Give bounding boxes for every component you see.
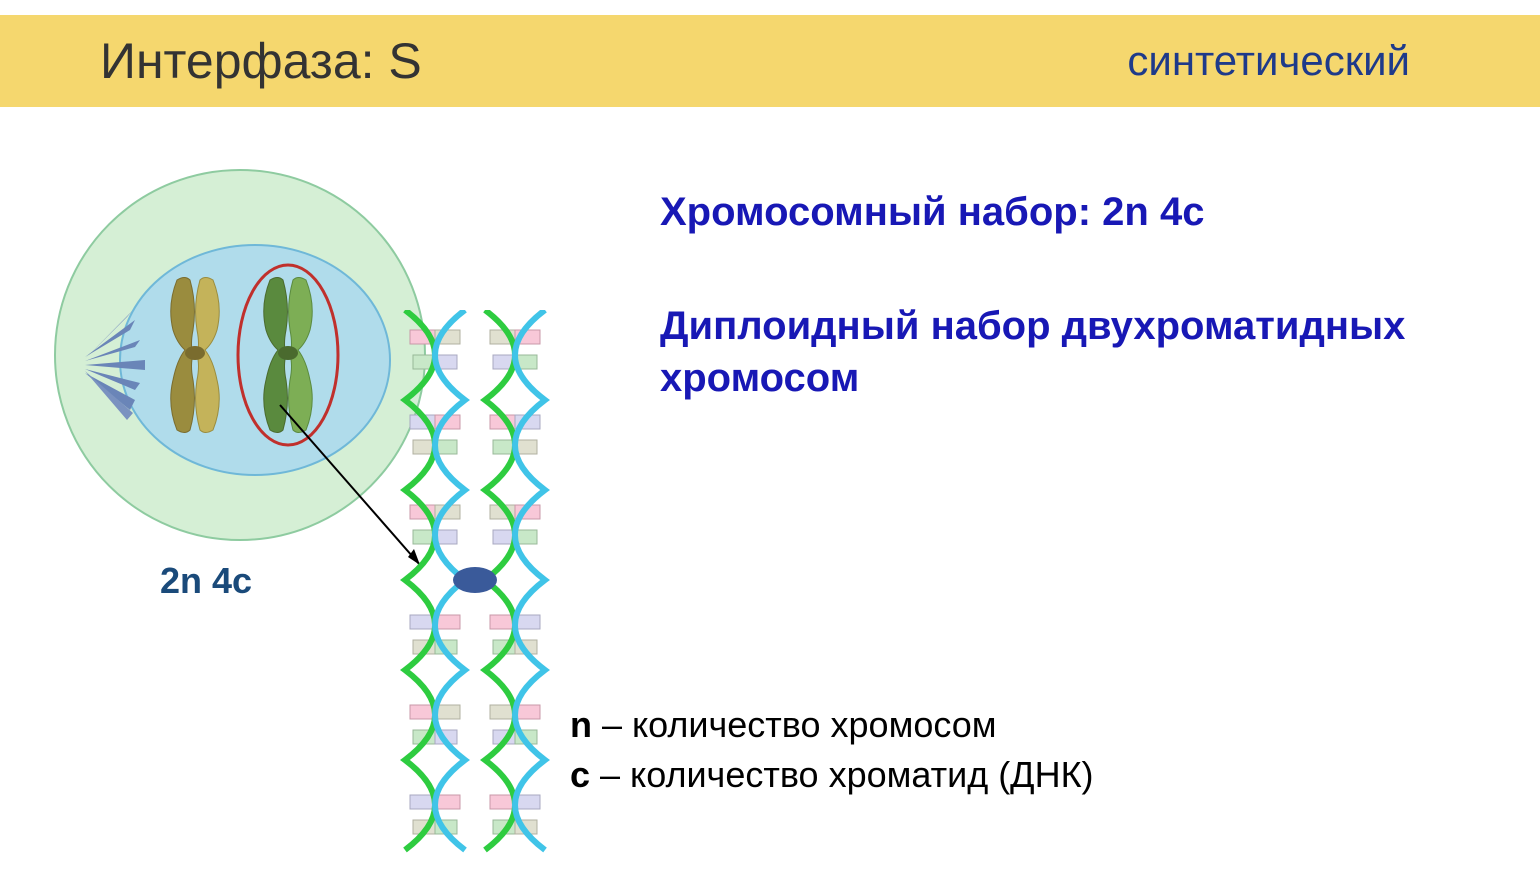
- legend-c-symbol: c: [570, 754, 590, 795]
- dna-diagram: [365, 310, 585, 875]
- chromosome-set-text: Хромосомный набор: 2n 4c: [660, 190, 1204, 235]
- header-subtitle: синтетический: [1127, 37, 1410, 85]
- header-title: Интерфаза: S: [100, 32, 422, 90]
- legend: n – количество хромосом c – количество х…: [570, 700, 1094, 801]
- header-band: Интерфаза: S синтетический: [0, 15, 1540, 107]
- legend-n-line: n – количество хромосом: [570, 700, 1094, 750]
- legend-c-line: c – количество хроматид (ДНК): [570, 750, 1094, 800]
- legend-n-text: – количество хромосом: [592, 704, 997, 745]
- cell-label: 2n 4c: [160, 560, 252, 602]
- legend-c-text: – количество хроматид (ДНК): [590, 754, 1094, 795]
- diploid-description-text: Диплоидный набор двухроматидных хромосом: [660, 300, 1540, 404]
- legend-n-symbol: n: [570, 704, 592, 745]
